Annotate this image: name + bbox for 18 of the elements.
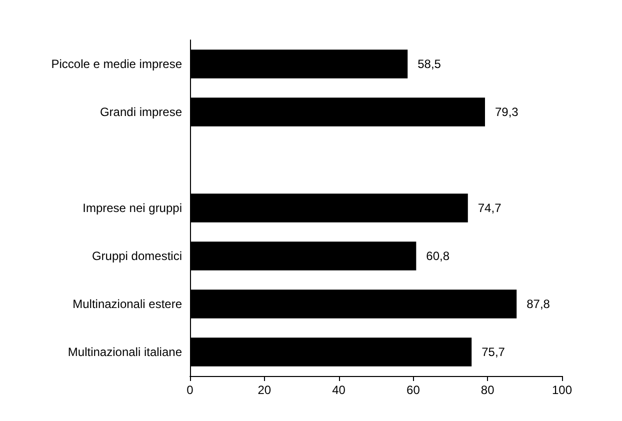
y-tick-label: Multinazionali estere	[72, 297, 182, 311]
x-tick-label: 0	[186, 383, 194, 397]
y-tick-label: Multinazionali italiane	[68, 345, 182, 359]
data-label: 87,8	[526, 297, 550, 311]
data-label: 79,3	[494, 105, 519, 119]
x-tick-label: 40	[332, 383, 346, 397]
data-label: 58,5	[418, 57, 442, 71]
x-tick-label: 80	[480, 383, 495, 397]
x-tick-label: 20	[258, 383, 272, 397]
y-tick-label: Piccole e medie imprese	[51, 57, 182, 71]
y-tick-label: Gruppi domestici	[92, 249, 182, 263]
data-label: 74,7	[478, 201, 502, 215]
data-label: 60,8	[426, 249, 450, 263]
x-tick-label: 60	[406, 383, 420, 397]
y-tick-label: Grandi imprese	[100, 105, 182, 119]
x-tick-label: 100	[552, 383, 572, 397]
data-label: 75,7	[482, 345, 506, 359]
y-tick-label: Imprese nei gruppi	[82, 201, 182, 215]
